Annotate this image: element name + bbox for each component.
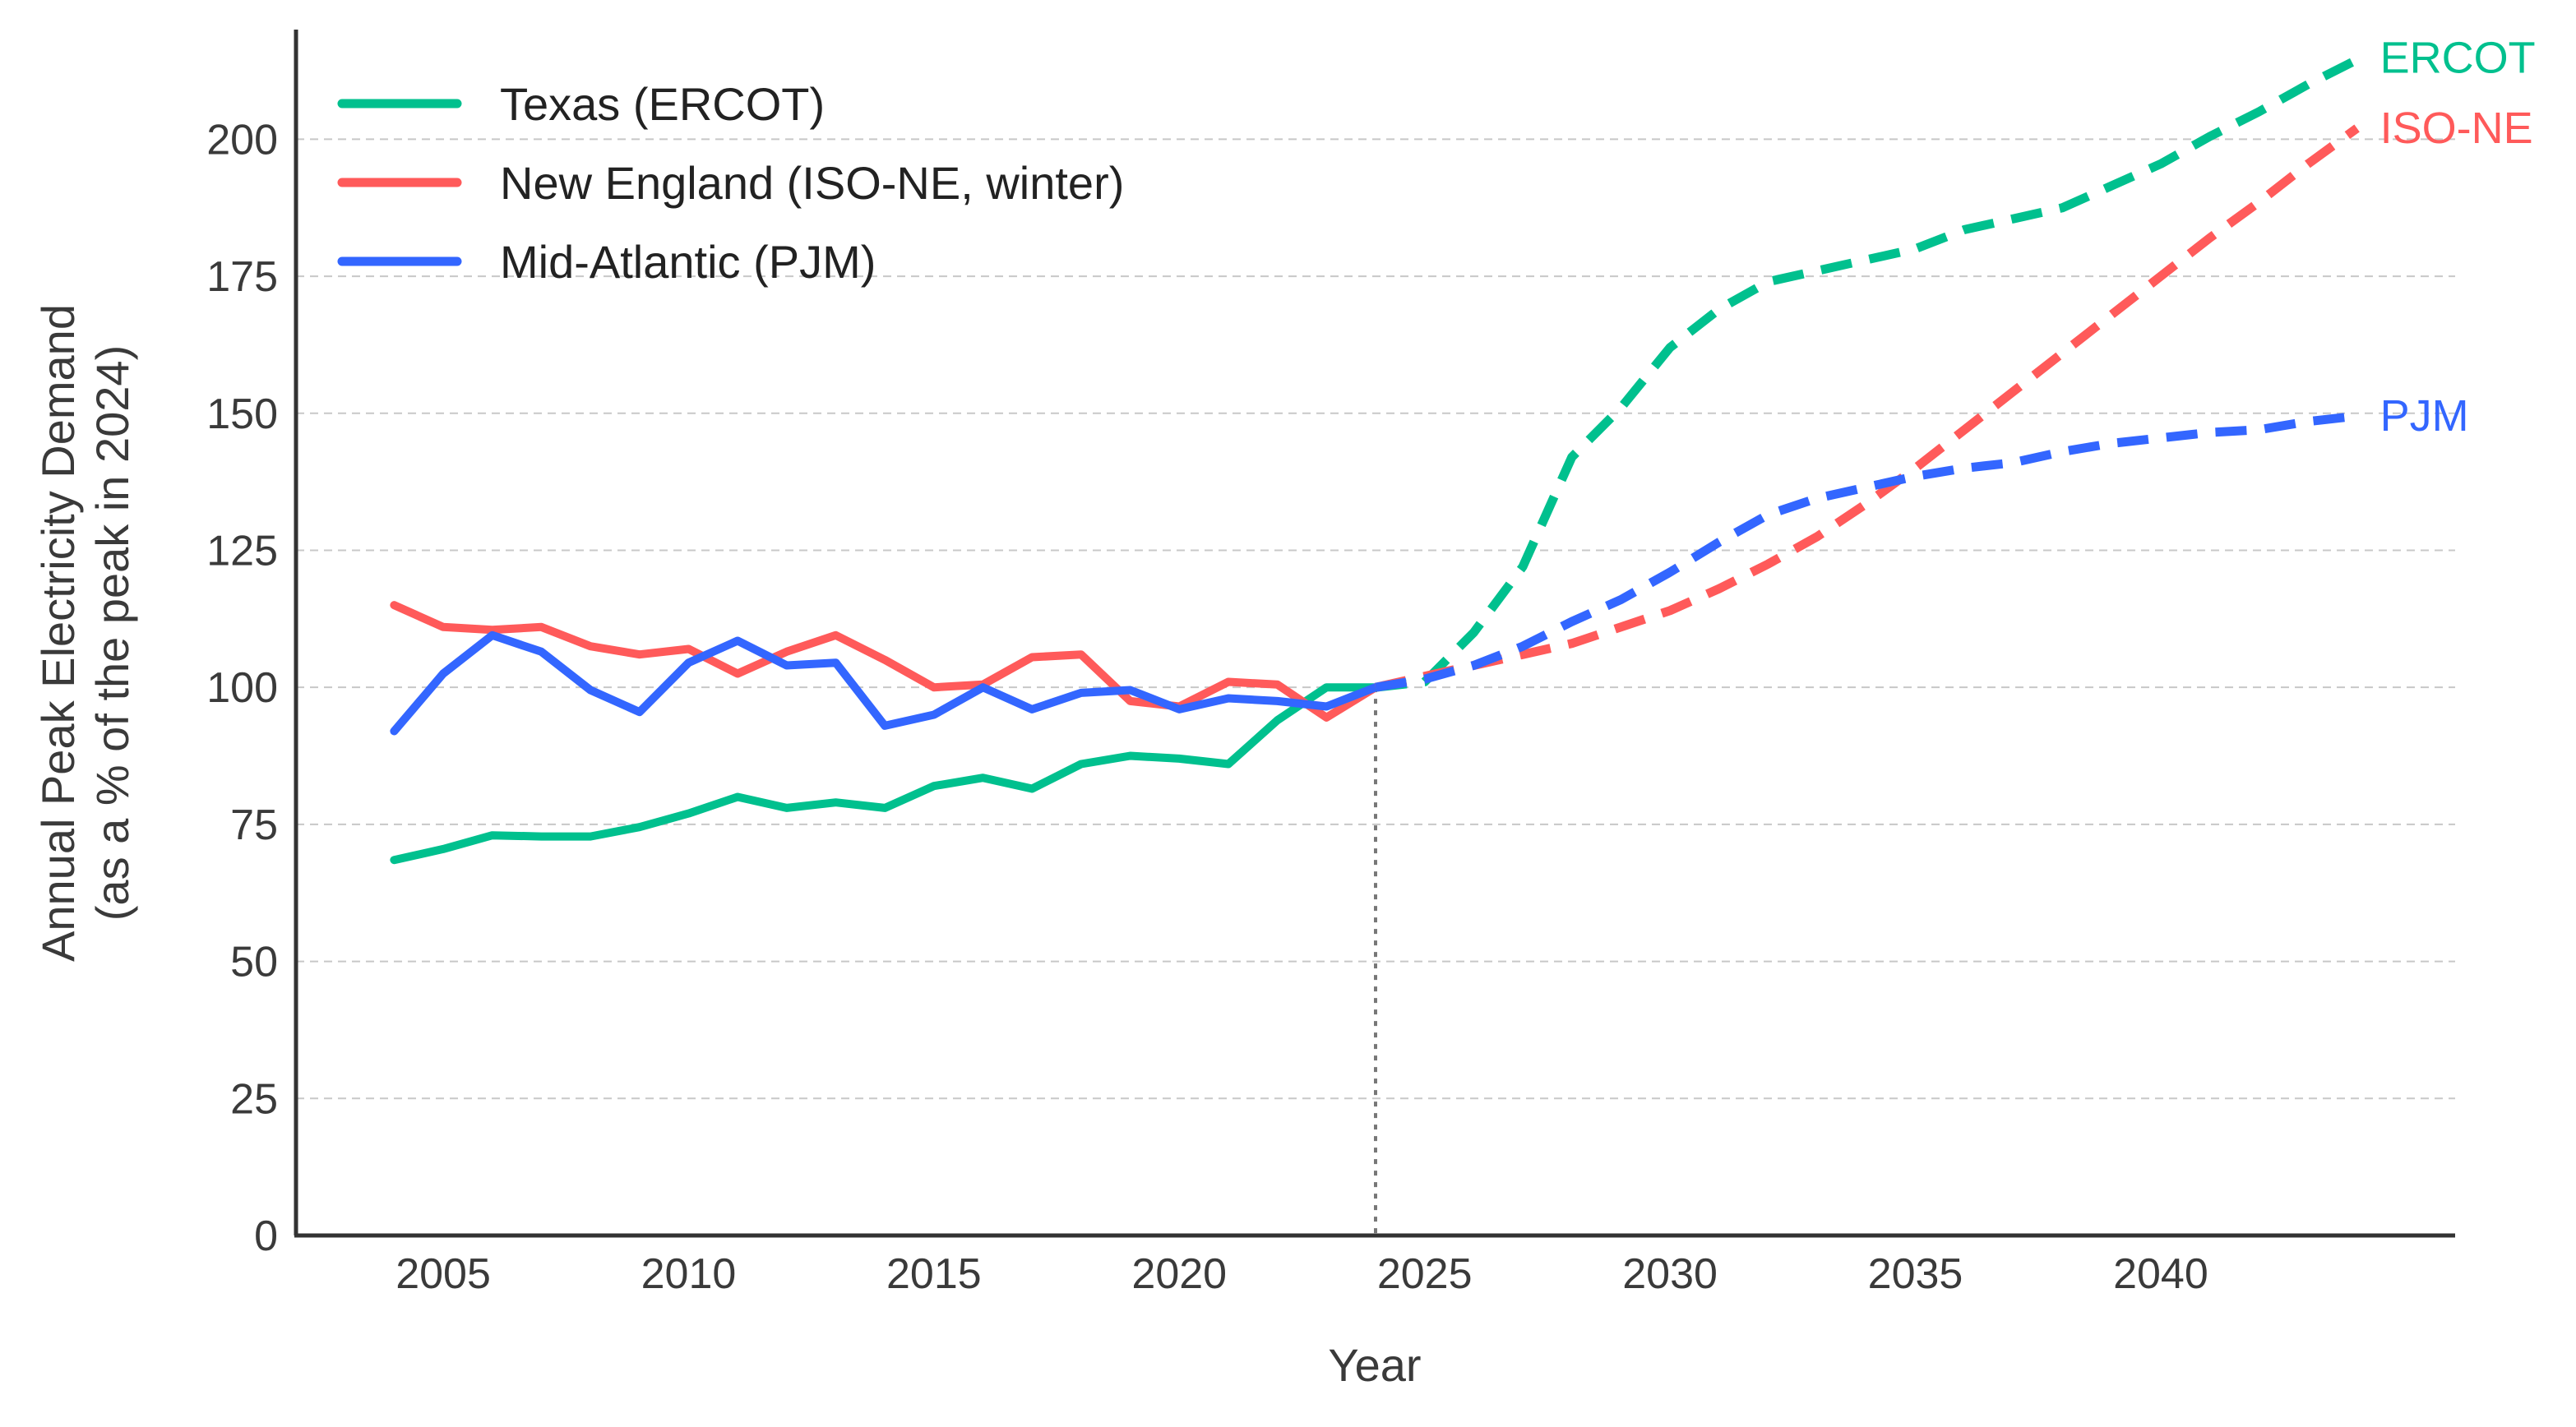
legend: Texas (ERCOT) New England (ISO-NE, winter… [337,78,1124,288]
y-tick-label-200: 200 [206,116,278,164]
x-tick-label-2020: 2020 [1131,1250,1227,1298]
x-tick-label-2015: 2015 [886,1250,982,1298]
end-label-iso-ne: ISO-NE [2380,104,2533,153]
y-tick-labels: 0 25 50 75 100 125 150 175 200 [206,116,278,1260]
y-tick-label-100: 100 [206,664,278,712]
legend-label-ercot: Texas (ERCOT) [500,78,825,130]
legend-label-iso-ne: New England (ISO-NE, winter) [500,157,1124,209]
x-tick-label-2035: 2035 [1868,1250,1963,1298]
series-end-labels: ERCOT ISO-NE PJM [2380,34,2536,441]
end-label-pjm: PJM [2380,391,2469,441]
series-lines [390,55,2360,865]
x-tick-label-2010: 2010 [641,1250,737,1298]
end-label-ercot: ERCOT [2380,34,2536,83]
x-tick-label-2030: 2030 [1622,1250,1718,1298]
series-historical-ercot [390,683,1380,865]
y-tick-label-150: 150 [206,390,278,438]
y-tick-label-25: 25 [230,1075,278,1123]
x-tick-label-2040: 2040 [2113,1250,2208,1298]
legend-label-pjm: Mid-Atlantic (PJM) [500,236,876,288]
y-axis-title-line2: (as a % of the peak in 2024) [86,345,138,921]
y-tick-label-50: 50 [230,939,278,986]
y-tick-label-125: 125 [206,527,278,575]
x-tick-labels: 2005 2010 2015 2020 2025 2030 2035 2040 [395,1250,2208,1298]
series-forecast-pjm [1375,411,2358,692]
y-axis-title: Annual Peak Electricity Demand (as a % o… [32,304,138,962]
series-historical-iso-ne [390,601,1380,722]
y-axis-title-line1: Annual Peak Electricity Demand [32,304,84,962]
x-tick-label-2025: 2025 [1377,1250,1473,1298]
x-tick-label-2005: 2005 [395,1250,491,1298]
axes [294,30,2455,1238]
series-forecast-ercot [1375,55,2360,692]
y-tick-label-0: 0 [254,1212,278,1260]
x-axis-title: Year [1328,1339,1421,1391]
y-tick-label-75: 75 [230,801,278,849]
y-tick-label-175: 175 [206,253,278,301]
series-historical-pjm [390,630,1380,736]
series-forecast-iso-ne [1374,124,2360,692]
